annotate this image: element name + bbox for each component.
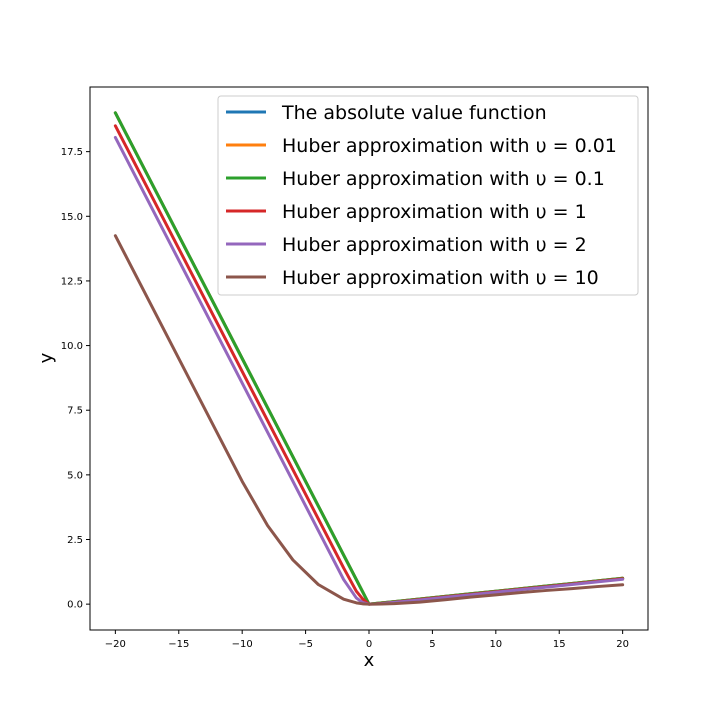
x-tick-label: 20 xyxy=(616,639,629,650)
x-tick-label: −20 xyxy=(105,639,126,650)
legend-label-1: Huber approximation with υ = 0.01 xyxy=(282,135,617,157)
legend: The absolute value function Huber approxi… xyxy=(217,95,639,296)
legend-label-4: Huber approximation with υ = 2 xyxy=(282,234,587,256)
x-tick-label: −15 xyxy=(168,639,189,650)
x-tick-label: −10 xyxy=(232,639,253,650)
x-tick-label: −5 xyxy=(298,639,313,650)
legend-label-5: Huber approximation with υ = 10 xyxy=(282,267,599,289)
x-axis-label: x xyxy=(364,650,375,671)
y-tick-label: 7.5 xyxy=(67,406,83,417)
y-tick-label: 15.0 xyxy=(61,212,83,223)
series-line-5 xyxy=(113,234,625,606)
legend-label-2: Huber approximation with υ = 0.1 xyxy=(282,168,605,190)
y-axis: 0.0 2.5 5.0 7.5 10.0 12.5 15.0 17.5 xyxy=(61,147,90,611)
y-tick-label: 0.0 xyxy=(67,600,83,611)
y-tick-label: 2.5 xyxy=(67,535,83,546)
x-tick-label: 5 xyxy=(429,639,435,650)
y-tick-label: 10.0 xyxy=(61,341,83,352)
y-tick-label: 5.0 xyxy=(67,470,83,481)
legend-label-3: Huber approximation with υ = 1 xyxy=(282,201,587,223)
legend-label-0: The absolute value function xyxy=(281,102,547,124)
x-tick-label: 0 xyxy=(366,639,372,650)
x-tick-label: 15 xyxy=(553,639,566,650)
y-tick-label: 12.5 xyxy=(61,276,83,287)
x-tick-label: 10 xyxy=(489,639,502,650)
x-axis: −20 −15 −10 −5 0 5 10 15 20 xyxy=(105,630,629,650)
plot-lines xyxy=(113,111,625,606)
legend-box xyxy=(217,95,639,296)
y-tick-label: 17.5 xyxy=(61,147,83,158)
y-axis-label: y xyxy=(36,352,57,363)
